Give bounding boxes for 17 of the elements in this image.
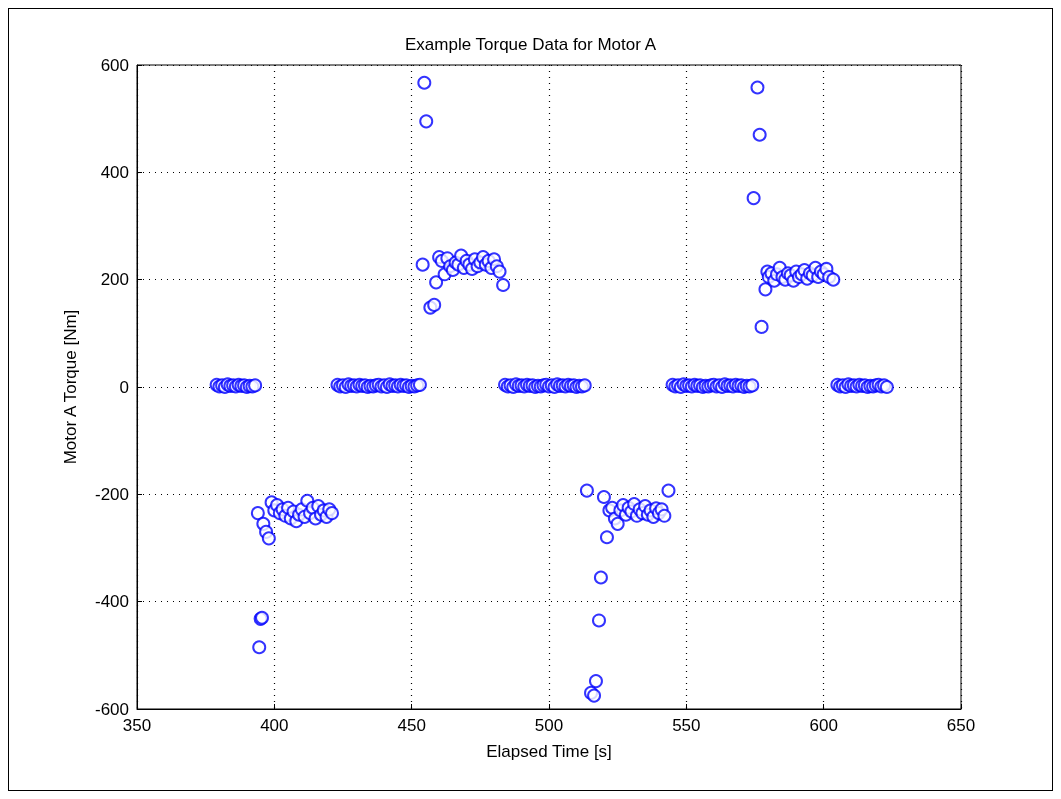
y-tick-label: 600 bbox=[100, 55, 129, 75]
x-tick-label: 600 bbox=[809, 716, 838, 735]
y-tick-label: 400 bbox=[100, 162, 129, 182]
x-tick-label: 500 bbox=[534, 716, 564, 735]
x-tick-label: 450 bbox=[397, 716, 426, 735]
y-axis-title: Motor A Torque [Nm] bbox=[61, 309, 80, 465]
x-tick-label: 400 bbox=[260, 716, 289, 735]
x-axis-title: Elapsed Time [s] bbox=[486, 742, 612, 761]
y-tick-label: 0 bbox=[119, 377, 129, 397]
chart-title: Example Torque Data for Motor A bbox=[404, 35, 657, 54]
y-tick-label: -600 bbox=[94, 699, 129, 719]
y-tick-label: 200 bbox=[100, 270, 129, 290]
y-tick-label: -400 bbox=[94, 592, 129, 612]
x-tick-label: 350 bbox=[122, 716, 152, 735]
x-tick-label: 650 bbox=[946, 716, 976, 735]
x-tick-label: 550 bbox=[672, 716, 701, 735]
y-tick-label: -200 bbox=[94, 484, 129, 504]
